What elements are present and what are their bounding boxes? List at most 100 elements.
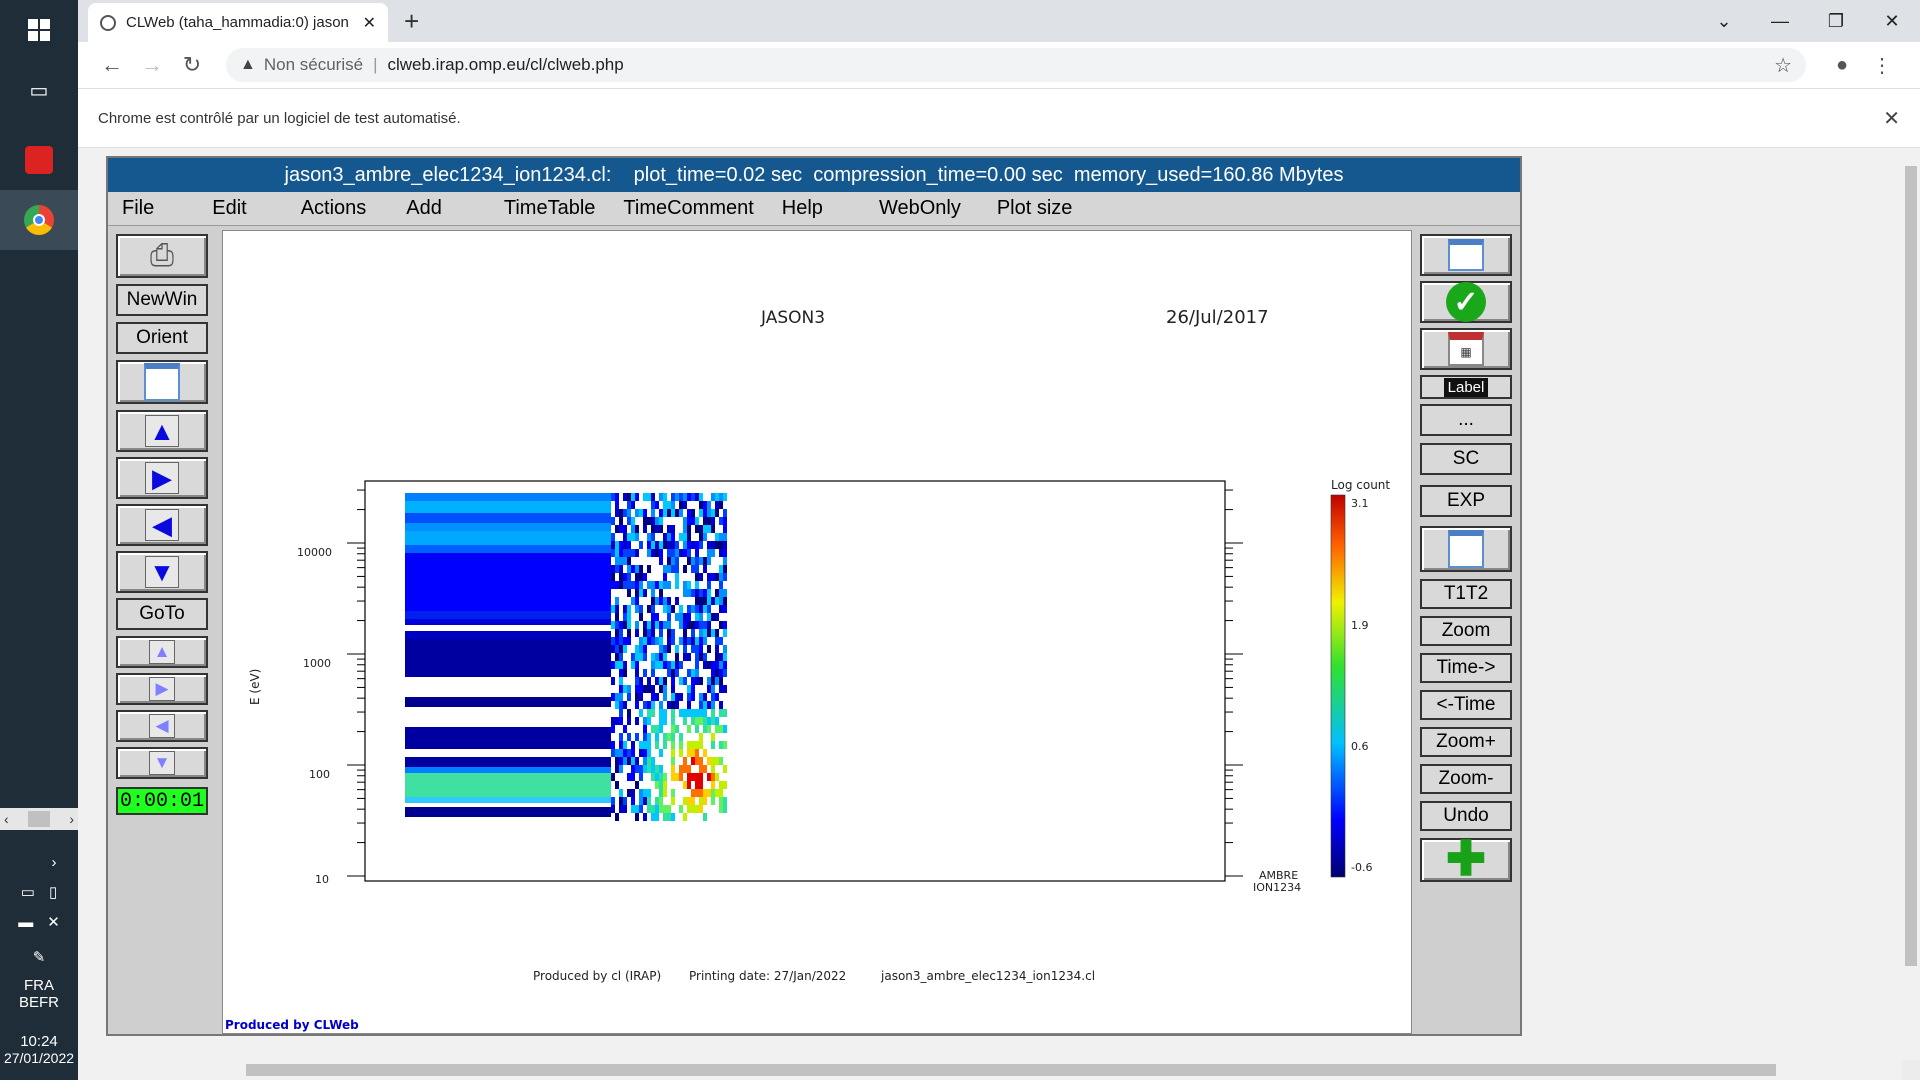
- window-button[interactable]: [116, 360, 208, 404]
- input-region[interactable]: BEFR: [18, 994, 59, 1011]
- browser-tab[interactable]: CLWeb (taha_hammadia:0) jason ✕: [88, 3, 388, 42]
- ytick-100: 100: [309, 768, 330, 781]
- window-list-button[interactable]: [1420, 234, 1512, 276]
- url-text[interactable]: clweb.irap.omp.eu/cl/clweb.php: [387, 55, 624, 74]
- menu-edit[interactable]: Edit: [212, 197, 247, 219]
- vertical-scroll-thumb[interactable]: [1905, 166, 1917, 966]
- spectrogram-band: [405, 545, 611, 553]
- new-tab-button[interactable]: +: [404, 6, 420, 36]
- spectrogram-cell: [671, 733, 675, 741]
- calendar-button[interactable]: ▦: [1420, 328, 1512, 370]
- start-button[interactable]: [0, 0, 78, 60]
- clock-date[interactable]: 27/01/2022: [3, 1050, 75, 1066]
- spectrogram-cell: [643, 669, 647, 677]
- exp-button[interactable]: EXP: [1420, 485, 1512, 517]
- scroll-right-button[interactable]: ▶: [116, 457, 208, 499]
- device-icon[interactable]: ▯: [48, 884, 58, 901]
- network-icon[interactable]: ▭: [20, 884, 35, 901]
- time-forward-button[interactable]: Time->: [1420, 653, 1512, 683]
- orient-button[interactable]: Orient: [116, 322, 208, 354]
- profile-dropdown-icon[interactable]: ⌄: [1716, 10, 1732, 31]
- spectrogram-cell: [627, 533, 631, 541]
- spectrogram-cell: [723, 661, 727, 669]
- spectrogram-cell: [719, 597, 723, 605]
- validate-button[interactable]: ✓: [1420, 281, 1512, 323]
- menu-plot-size[interactable]: Plot size: [996, 197, 1073, 219]
- spectrogram-cell: [655, 725, 659, 733]
- menu-dots-icon[interactable]: ⋮: [1872, 54, 1892, 77]
- t1t2-button[interactable]: T1T2: [1420, 579, 1512, 609]
- address-bar[interactable]: ▲ Non sécurisé | clweb.irap.omp.eu/cl/cl…: [226, 48, 1806, 82]
- undo-button[interactable]: Undo: [1420, 801, 1512, 831]
- reload-button[interactable]: ↻: [182, 52, 202, 77]
- close-icon[interactable]: ✕: [362, 14, 376, 32]
- acrobat-taskbar-button[interactable]: [0, 130, 78, 190]
- small-left-button[interactable]: ◀: [116, 710, 208, 742]
- spectrogram-cell: [711, 789, 715, 797]
- chevron-right-icon[interactable]: ›: [51, 853, 57, 871]
- warning-icon[interactable]: ▲: [240, 56, 256, 73]
- menu-actions[interactable]: Actions: [300, 197, 367, 219]
- zoom-plus-button[interactable]: Zoom+: [1420, 727, 1512, 757]
- spectrogram-cell: [623, 661, 627, 669]
- small-down-button[interactable]: ▼: [116, 747, 208, 779]
- print-button[interactable]: ⎙: [116, 234, 208, 278]
- add-panel-button[interactable]: ✚: [1420, 836, 1512, 884]
- plot-canvas[interactable]: JASON3 26/Jul/2017 10000 1000 100 10 E (…: [222, 230, 1412, 1034]
- close-icon[interactable]: ✕: [1883, 107, 1900, 130]
- menu-timecomment[interactable]: TimeComment: [623, 197, 754, 219]
- horizontal-scrollbar[interactable]: [78, 1060, 1902, 1080]
- small-right-button[interactable]: ▶: [116, 673, 208, 705]
- scroll-left-button[interactable]: ◀: [116, 504, 208, 546]
- zoom-minus-button[interactable]: Zoom-: [1420, 764, 1512, 794]
- menu-add[interactable]: Add: [406, 197, 442, 219]
- small-up-button[interactable]: ▲: [116, 636, 208, 668]
- spectrogram-cell: [615, 565, 619, 573]
- spectrogram-cell: [687, 773, 691, 781]
- spectrogram-cell: [675, 661, 679, 669]
- menu-file[interactable]: File: [122, 197, 155, 219]
- chrome-taskbar-button[interactable]: [0, 190, 78, 250]
- spectrogram-cell: [623, 493, 627, 501]
- spectrogram-cell: [695, 805, 699, 813]
- horizontal-scroll-thumb[interactable]: [246, 1064, 1776, 1076]
- scroll-up-button[interactable]: ▲: [116, 410, 208, 452]
- close-window-button[interactable]: ✕: [1884, 10, 1900, 31]
- goto-button[interactable]: GoTo: [116, 598, 208, 630]
- forward-button[interactable]: →: [141, 52, 163, 77]
- zoom-button[interactable]: Zoom: [1420, 616, 1512, 646]
- profile-avatar-icon[interactable]: ●: [1835, 53, 1849, 76]
- security-label[interactable]: Non sécurisé: [263, 55, 364, 74]
- new-panel-button[interactable]: [1420, 526, 1512, 572]
- taskbar-scroll[interactable]: ‹ ›: [0, 808, 78, 830]
- menu-timetable[interactable]: TimeTable: [503, 197, 596, 219]
- chevron-right-icon[interactable]: ›: [69, 811, 74, 827]
- chevron-left-icon[interactable]: ‹: [4, 811, 9, 827]
- spectrogram-cell: [675, 541, 679, 549]
- spectrogram-cell: [615, 613, 619, 621]
- newwin-button[interactable]: NewWin: [116, 284, 208, 316]
- label-button[interactable]: Label: [1420, 375, 1512, 399]
- more-button[interactable]: ...: [1420, 404, 1512, 436]
- sc-button[interactable]: SC: [1420, 443, 1512, 475]
- clock-time[interactable]: 10:24: [20, 1033, 58, 1050]
- bookmark-star-icon[interactable]: ☆: [1774, 54, 1792, 77]
- menu-webonly[interactable]: WebOnly: [878, 197, 961, 219]
- spectrogram-cell: [683, 549, 687, 557]
- minimize-button[interactable]: —: [1771, 10, 1789, 31]
- pen-icon[interactable]: ✎: [32, 949, 46, 966]
- time-back-button[interactable]: <-Time: [1420, 690, 1512, 720]
- spectrogram-cell: [707, 645, 711, 653]
- menu-help[interactable]: Help: [781, 197, 823, 219]
- vertical-scrollbar[interactable]: [1902, 148, 1920, 1060]
- scroll-down-button[interactable]: ▼: [116, 551, 208, 593]
- restore-button[interactable]: ❐: [1827, 10, 1845, 31]
- back-button[interactable]: ←: [101, 52, 123, 77]
- taskbar-scroll-thumb[interactable]: [28, 811, 50, 827]
- input-language[interactable]: FRA: [24, 977, 54, 994]
- volume-muted-icon[interactable]: ✕: [47, 914, 60, 931]
- task-view-button[interactable]: ▭: [0, 60, 78, 120]
- spectrogram-cell: [651, 701, 655, 709]
- battery-icon[interactable]: ▬: [18, 913, 34, 931]
- spectrogram-cell: [703, 701, 707, 709]
